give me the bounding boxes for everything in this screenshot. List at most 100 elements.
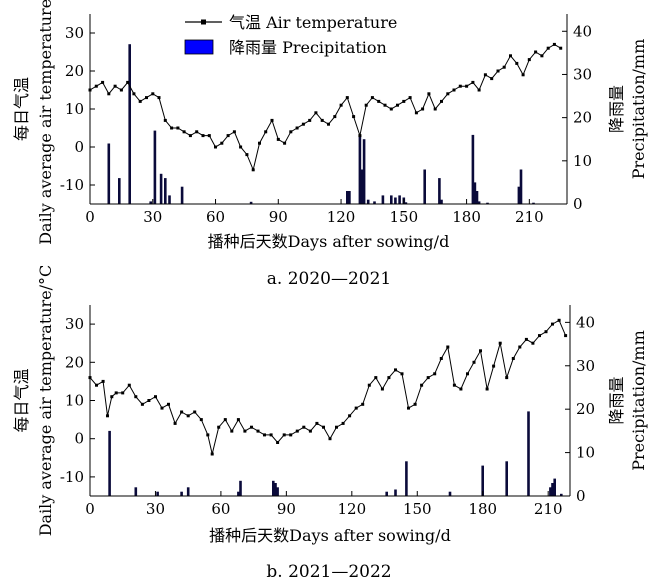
precipitation-bar: [180, 186, 184, 204]
precipitation-bar: [560, 493, 563, 496]
precipitation-bar: [362, 139, 366, 204]
temperature-point: [333, 115, 337, 119]
panel-caption: b. 2021—2022: [266, 562, 391, 582]
y-left-title-en: Daily average air temperature/°C: [36, 0, 55, 245]
y-right-tick-label: 0: [576, 487, 586, 505]
y-left-tick-label: 0: [74, 138, 84, 156]
temperature-point: [230, 429, 234, 433]
y-left-tick-label: 10: [65, 392, 84, 410]
x-tick-label: 90: [269, 208, 288, 226]
temperature-point: [157, 96, 161, 100]
precipitation-bar: [272, 480, 275, 496]
precipitation-bar: [532, 202, 535, 204]
x-tick-label: 0: [85, 208, 95, 226]
precipitation-bar: [473, 182, 477, 204]
temperature-point: [490, 77, 494, 81]
temperature-point: [521, 73, 525, 77]
temperature-point: [407, 406, 410, 410]
y-left-tick-label: 30: [65, 315, 84, 333]
precipitation-bar: [553, 478, 556, 496]
temperature-point: [101, 80, 105, 84]
temperature-point: [250, 425, 253, 429]
temperature-point: [354, 406, 358, 410]
precipitation-bar: [366, 199, 370, 204]
precipitation-bar: [180, 491, 183, 496]
y-right-tick-label: 40: [573, 22, 592, 40]
y-left-title-cn: 每日气温: [12, 77, 31, 141]
temperature-point: [263, 433, 266, 437]
temperature-point: [358, 134, 362, 138]
temperature-point: [389, 107, 393, 111]
precipitation-bar: [448, 491, 452, 496]
precipitation-bar: [471, 134, 475, 204]
temperature-point: [364, 103, 368, 107]
temperature-point: [477, 88, 481, 92]
temperature-point: [440, 99, 443, 103]
x-tick-label: 150: [403, 500, 432, 518]
temperature-point: [485, 387, 489, 391]
temperature-point: [283, 141, 287, 145]
temperature-point: [370, 96, 374, 100]
temperature-point: [214, 145, 217, 149]
temperature-point: [367, 383, 371, 387]
temperature-point: [264, 130, 268, 134]
temperature-point: [394, 368, 397, 372]
temperature-point: [315, 421, 319, 425]
temperature-point: [328, 437, 332, 441]
y-right-tick-label: 30: [573, 65, 592, 83]
temperature-point: [302, 425, 306, 429]
temperature-point: [509, 54, 512, 58]
legend-precipitation-label: 降雨量 Precipitation: [229, 38, 387, 57]
y-left-title-en: Daily average air temperature/°C: [36, 265, 55, 537]
temperature-point: [276, 441, 280, 444]
temperature-point: [380, 387, 384, 391]
precipitation-bar: [237, 491, 240, 496]
temperature-point: [534, 50, 538, 54]
temperature-point: [113, 84, 117, 88]
temperature-point: [176, 126, 180, 130]
precipitation-bar: [153, 130, 157, 204]
precipitation-bar: [486, 202, 489, 204]
precipitation-bar: [404, 202, 408, 204]
temperature-point: [110, 395, 114, 399]
precipitation-bar: [239, 480, 242, 496]
temperature-point: [498, 341, 502, 345]
precipitation-bar: [128, 44, 131, 205]
precipitation-bar: [394, 197, 397, 204]
temperature-point: [546, 46, 550, 50]
temperature-point: [540, 54, 544, 58]
y-right-title-en: Precipitation/mm: [629, 330, 648, 471]
precipitation-bar: [423, 169, 426, 204]
legend-temperature-marker: [201, 19, 206, 25]
temperature-point: [195, 130, 199, 134]
temperature-point: [465, 84, 469, 88]
temperature-point: [138, 99, 142, 103]
precipitation-bar: [527, 411, 530, 496]
temperature-line: [89, 319, 567, 455]
temperature-point: [94, 84, 98, 88]
temperature-point: [552, 42, 556, 46]
temperature-point: [564, 334, 568, 338]
legend-precipitation-swatch: [184, 39, 214, 55]
temperature-point: [193, 410, 197, 414]
temperature-point: [173, 421, 177, 425]
precipitation-bar: [274, 483, 277, 496]
temperature-point: [551, 322, 554, 326]
temperature-point: [186, 414, 190, 418]
precipitation-bar: [373, 201, 376, 204]
temperature-point: [471, 80, 475, 84]
temperature-point: [327, 122, 330, 126]
temperature-point: [154, 395, 157, 399]
x-tick-label: 60: [211, 500, 230, 518]
y-right-tick-label: 10: [576, 444, 595, 462]
precipitation-bar: [107, 143, 111, 204]
precipitation-bar: [549, 487, 552, 496]
y-left-tick-label: 20: [65, 62, 84, 80]
precipitation-bar: [519, 169, 523, 204]
temperature-point: [147, 399, 151, 402]
temperature-point: [160, 406, 164, 410]
temperature-point: [180, 410, 184, 414]
temperature-point: [439, 357, 443, 360]
temperature-point: [320, 118, 324, 122]
